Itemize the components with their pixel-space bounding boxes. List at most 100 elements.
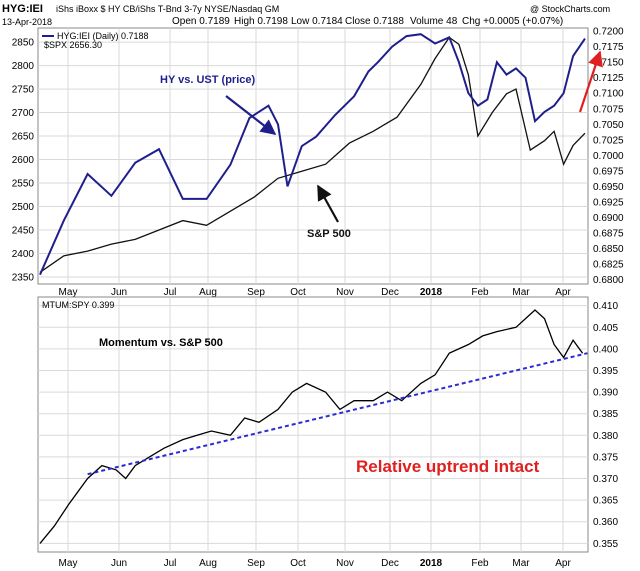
- top-left-tick-2600: 2600: [12, 155, 35, 166]
- top-right-tick-0.7075: 0.7075: [593, 104, 624, 115]
- legend-mtum-label: MTUM:SPY 0.399: [42, 300, 114, 310]
- bottom-x-tick-Nov: Nov: [336, 558, 354, 569]
- bottom-x-tick-Apr: Apr: [555, 558, 571, 569]
- bottom-x-tick-May: May: [59, 558, 78, 569]
- header-chg: Chg +0.0005 (+0.07%): [462, 16, 564, 27]
- top-right-tick-0.7150: 0.7150: [593, 58, 624, 69]
- bottom-right-tick-0.385: 0.385: [593, 409, 618, 420]
- header-source: @ StockCharts.com: [530, 4, 611, 14]
- spx-annotation: S&P 500: [307, 228, 351, 240]
- bottom-x-tick-labels: May Jun Jul Aug Sep Oct Nov Dec 2018 Feb Mar Apr: [59, 558, 572, 569]
- bottom-x-tick-Mar: Mar: [512, 558, 530, 569]
- top-right-tick-0.6950: 0.6950: [593, 182, 624, 193]
- bottom-grid-x: [67, 297, 564, 552]
- bottom-right-tick-0.395: 0.395: [593, 366, 618, 377]
- spx-annotation-arrow: [317, 184, 339, 223]
- top-left-tick-2450: 2450: [12, 225, 35, 236]
- top-panel: 2350 2400 2450 2500 2550 2600 2650 2700 2750 2800…: [12, 27, 624, 298]
- bottom-right-tick-0.355: 0.355: [593, 539, 618, 550]
- bottom-right-tick-0.380: 0.380: [593, 431, 618, 442]
- top-left-tick-2550: 2550: [12, 179, 35, 190]
- top-x-tick-Nov: Nov: [336, 287, 354, 298]
- top-right-tick-0.7025: 0.7025: [593, 135, 624, 146]
- top-left-tick-2750: 2750: [12, 85, 35, 96]
- top-right-tick-0.7050: 0.7050: [593, 120, 624, 131]
- top-right-tick-labels: 0.6800 0.6825 0.6850 0.6875 0.6900 0.6925 0.69…: [593, 27, 624, 287]
- top-right-tick-0.6975: 0.6975: [593, 166, 624, 177]
- top-right-tick-0.7000: 0.7000: [593, 151, 624, 162]
- bottom-right-tick-0.375: 0.375: [593, 452, 618, 463]
- top-left-tick-2500: 2500: [12, 202, 35, 213]
- top-legend: HYG:IEI (Daily) 0.7188 $SPX 2656.30: [42, 31, 149, 50]
- hy-line: [39, 33, 586, 276]
- top-right-tick-0.7200: 0.7200: [593, 27, 624, 38]
- top-x-tick-Oct: Oct: [290, 287, 306, 298]
- top-x-tick-labels: May Jun Jul Aug Sep Oct Nov Dec 2018 Feb Mar Apr: [59, 287, 572, 298]
- top-panel-frame: [37, 27, 589, 285]
- bottom-right-tick-0.365: 0.365: [593, 496, 618, 507]
- legend-spx-label: $SPX 2656.30: [44, 40, 102, 50]
- top-left-tick-2800: 2800: [12, 61, 35, 72]
- top-right-tick-0.6850: 0.6850: [593, 244, 624, 255]
- bottom-right-tick-0.410: 0.410: [593, 301, 618, 312]
- top-right-tick-0.7100: 0.7100: [593, 89, 624, 100]
- bottom-x-tick-Feb: Feb: [471, 558, 489, 569]
- bottom-x-tick-Sep: Sep: [247, 558, 265, 569]
- spx-line: [39, 36, 586, 273]
- header-low: Low 0.7184: [291, 16, 343, 27]
- top-series-group: [39, 33, 586, 276]
- top-right-tick-0.6800: 0.6800: [593, 275, 624, 286]
- top-right-tick-0.6875: 0.6875: [593, 229, 624, 240]
- header-symbol: HYG:IEI: [2, 3, 43, 15]
- top-right-tick-0.6925: 0.6925: [593, 197, 624, 208]
- header-open: Open 0.7189: [172, 16, 230, 27]
- bottom-right-tick-labels: 0.355 0.360 0.365 0.370 0.375 0.380 0.385 0.390…: [593, 301, 618, 550]
- top-x-tick-May: May: [59, 287, 78, 298]
- red-up-arrow: [578, 50, 603, 113]
- header-date: 13-Apr-2018: [2, 17, 53, 27]
- uptrend-annotation: Relative uptrend intact: [356, 457, 540, 476]
- hy-annotation: HY vs. UST (price): [160, 74, 255, 86]
- top-x-tick-Jul: Jul: [164, 287, 177, 298]
- top-right-tick-0.6900: 0.6900: [593, 213, 624, 224]
- bottom-x-tick-Jul: Jul: [164, 558, 177, 569]
- top-left-tick-2400: 2400: [12, 249, 35, 260]
- bottom-grid-y: [38, 305, 588, 544]
- bottom-right-tick-0.370: 0.370: [593, 474, 618, 485]
- hy-annotation-arrow: [225, 95, 277, 135]
- top-right-tick-0.7175: 0.7175: [593, 42, 624, 53]
- header-description: iShs iBoxx $ HY CB/iShs T-Bnd 3-7y NYSE/…: [56, 4, 280, 14]
- top-grid-x: [67, 28, 564, 284]
- top-x-tick-Aug: Aug: [199, 287, 217, 298]
- top-x-tick-Mar: Mar: [512, 287, 530, 298]
- momentum-annotation: Momentum vs. S&P 500: [99, 337, 223, 349]
- top-left-tick-labels: 2350 2400 2450 2500 2550 2600 2650 2700 2750 2800…: [12, 38, 35, 284]
- bottom-x-tick-Aug: Aug: [199, 558, 217, 569]
- top-right-tick-0.6825: 0.6825: [593, 260, 624, 271]
- top-x-tick-Jun: Jun: [111, 287, 127, 298]
- bottom-panel: 0.355 0.360 0.365 0.370 0.375 0.380 0.385 0.390…: [37, 296, 618, 569]
- top-grid-y: [38, 41, 588, 278]
- top-right-tick-0.7125: 0.7125: [593, 73, 624, 84]
- top-left-tick-2650: 2650: [12, 132, 35, 143]
- mtum-line: [39, 309, 584, 544]
- header-volume: Volume 48: [410, 16, 458, 27]
- top-x-tick-2018: 2018: [420, 287, 443, 298]
- top-x-tick-Apr: Apr: [555, 287, 571, 298]
- top-x-tick-Dec: Dec: [381, 287, 399, 298]
- top-left-tick-2350: 2350: [12, 272, 35, 283]
- bottom-right-tick-0.400: 0.400: [593, 344, 618, 355]
- top-x-tick-Feb: Feb: [471, 287, 489, 298]
- trendline-dashed: [87, 352, 588, 476]
- bottom-x-tick-2018: 2018: [420, 558, 443, 569]
- bottom-x-tick-Dec: Dec: [381, 558, 399, 569]
- bottom-right-tick-0.390: 0.390: [593, 388, 618, 399]
- bottom-right-tick-0.360: 0.360: [593, 517, 618, 528]
- bottom-x-tick-Oct: Oct: [290, 558, 306, 569]
- header-close: Close 0.7188: [345, 16, 404, 27]
- bottom-series-group: [39, 309, 588, 544]
- bottom-right-tick-0.405: 0.405: [593, 323, 618, 334]
- top-x-tick-Sep: Sep: [247, 287, 265, 298]
- legend-hy-label: HYG:IEI (Daily) 0.7188: [57, 31, 149, 41]
